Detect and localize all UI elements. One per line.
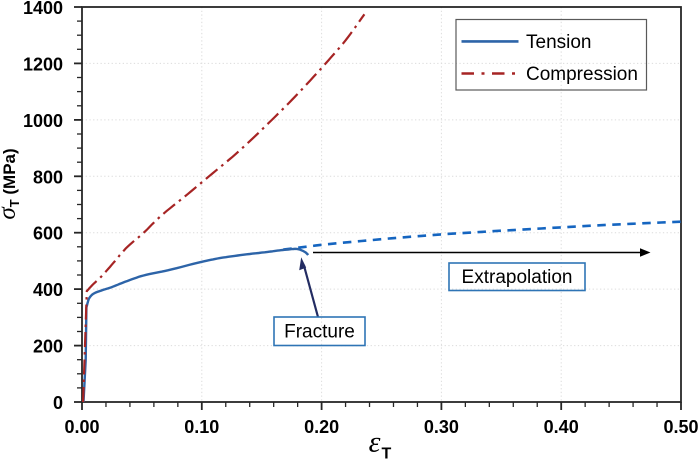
svg-text:Tension: Tension (526, 32, 592, 53)
svg-text:400: 400 (33, 280, 63, 300)
svg-text:1200: 1200 (23, 54, 63, 74)
svg-text:Extrapolation: Extrapolation (462, 267, 573, 288)
svg-text:Compression: Compression (526, 64, 638, 85)
svg-text:Fracture: Fracture (284, 322, 355, 343)
svg-text:0.10: 0.10 (184, 417, 219, 437)
svg-text:0.20: 0.20 (304, 417, 339, 437)
svg-text:0.40: 0.40 (544, 417, 579, 437)
svg-text:σT (MPa): σT (MPa) (0, 148, 22, 219)
svg-text:1000: 1000 (23, 111, 63, 131)
svg-text:ε: ε (369, 426, 381, 459)
svg-text:0.30: 0.30 (424, 417, 459, 437)
svg-text:200: 200 (33, 337, 63, 357)
svg-text:1400: 1400 (23, 0, 63, 18)
svg-text:0: 0 (53, 393, 63, 413)
svg-text:0.00: 0.00 (64, 417, 99, 437)
svg-text:T: T (382, 446, 392, 460)
svg-text:800: 800 (33, 167, 63, 187)
svg-text:600: 600 (33, 224, 63, 244)
svg-text:0.50: 0.50 (663, 417, 698, 437)
